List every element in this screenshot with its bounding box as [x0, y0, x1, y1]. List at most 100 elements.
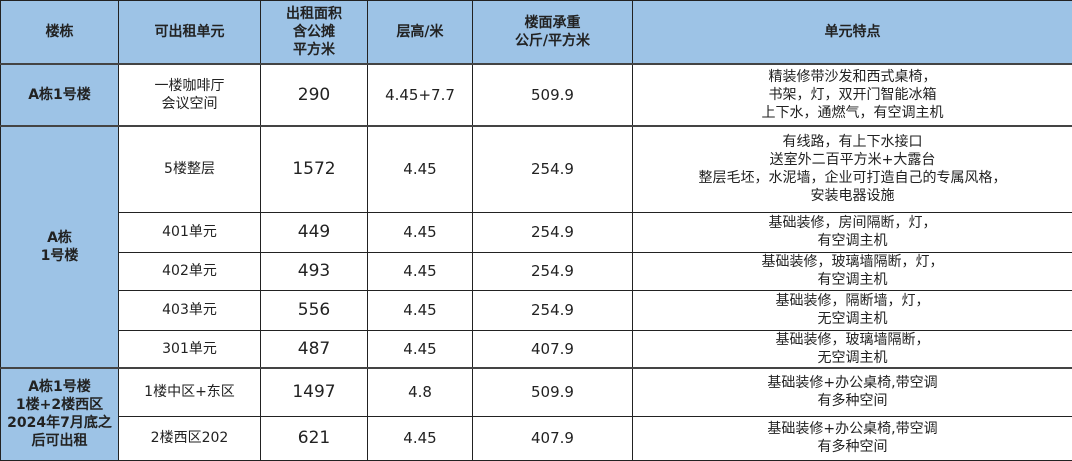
header-row: 楼栋可出租单元出租面积含公摊平方米层高/米楼面承重公斤/平方米单元特点 — [1, 1, 1072, 65]
header-features: 单元特点 — [633, 1, 1072, 65]
features-cell: 基础装修，房间隔断，灯，有空调主机 — [633, 212, 1072, 252]
text-line: 单元特点 — [637, 23, 1068, 41]
text-line: 基础装修+办公桌椅,带空调 — [637, 374, 1068, 392]
height-cell: 4.45 — [368, 212, 473, 252]
text-line: 无空调主机 — [637, 310, 1068, 328]
text-line: A栋1号楼 — [5, 86, 114, 104]
text-line: 5楼整层 — [123, 160, 256, 178]
header-load: 楼面承重公斤/平方米 — [473, 1, 633, 65]
text-line: 公斤/平方米 — [477, 32, 628, 50]
text-line: 基础装修，隔断墙，灯， — [637, 292, 1068, 310]
unit-cell: 一楼咖啡厅会议空间 — [119, 64, 261, 126]
text-line: 书架，灯，双开门智能冰箱 — [637, 86, 1068, 104]
text-line: 有空调主机 — [637, 232, 1068, 250]
text-line: 有空调主机 — [637, 271, 1068, 289]
text-line: 301单元 — [123, 340, 256, 358]
area-cell: 1497 — [261, 368, 368, 416]
load-cell: 509.9 — [473, 368, 633, 416]
text-line: 基础装修，玻璃墙隔断，灯， — [637, 253, 1068, 271]
load-cell: 254.9 — [473, 290, 633, 330]
features-cell: 基础装修+办公桌椅,带空调有多种空间 — [633, 368, 1072, 416]
text-line: 楼面承重 — [477, 14, 628, 32]
text-line: 可出租单元 — [123, 23, 256, 41]
text-line: 1号楼 — [5, 247, 114, 265]
text-line: 基础装修，玻璃墙隔断， — [637, 331, 1068, 349]
unit-cell: 401单元 — [119, 212, 261, 252]
height-cell: 4.45 — [368, 290, 473, 330]
height-cell: 4.45 — [368, 126, 473, 212]
load-cell: 254.9 — [473, 212, 633, 252]
features-cell: 基础装修+办公桌椅,带空调有多种空间 — [633, 416, 1072, 460]
unit-cell: 5楼整层 — [119, 126, 261, 212]
load-cell: 509.9 — [473, 64, 633, 126]
header-height: 层高/米 — [368, 1, 473, 65]
text-line: 1楼中区+东区 — [123, 383, 256, 401]
unit-cell: 1楼中区+东区 — [119, 368, 261, 416]
unit-cell: 403单元 — [119, 290, 261, 330]
unit-cell: 301单元 — [119, 330, 261, 368]
text-line: 无空调主机 — [637, 349, 1068, 367]
features-cell: 基础装修，隔断墙，灯，无空调主机 — [633, 290, 1072, 330]
unit-cell: 402单元 — [119, 252, 261, 290]
text-line: 含公摊 — [265, 23, 363, 41]
text-line: A栋1号楼 — [5, 378, 114, 396]
text-line: 2024年7月底之 — [5, 414, 114, 432]
text-line: 有多种空间 — [637, 438, 1068, 456]
height-cell: 4.45 — [368, 330, 473, 368]
features-cell: 基础装修，玻璃墙隔断，无空调主机 — [633, 330, 1072, 368]
height-cell: 4.45 — [368, 252, 473, 290]
header-unit: 可出租单元 — [119, 1, 261, 65]
text-line: 有线路，有上下水接口 — [637, 133, 1068, 151]
text-line: 送室外二百平方米+大露台 — [637, 151, 1068, 169]
text-line: 403单元 — [123, 301, 256, 319]
area-cell: 1572 — [261, 126, 368, 212]
text-line: 层高/米 — [372, 23, 468, 41]
text-line: 基础装修，房间隔断，灯， — [637, 214, 1068, 232]
text-line: 精装修带沙发和西式桌椅， — [637, 68, 1068, 86]
unit-cell: 2楼西区202 — [119, 416, 261, 460]
text-line: 出租面积 — [265, 5, 363, 23]
text-line: A栋 — [5, 229, 114, 247]
text-line: 楼栋 — [5, 23, 114, 41]
text-line: 401单元 — [123, 223, 256, 241]
features-cell: 基础装修，玻璃墙隔断，灯，有空调主机 — [633, 252, 1072, 290]
load-cell: 407.9 — [473, 330, 633, 368]
text-line: 402单元 — [123, 262, 256, 280]
area-cell: 621 — [261, 416, 368, 460]
height-cell: 4.8 — [368, 368, 473, 416]
features-cell: 精装修带沙发和西式桌椅，书架，灯，双开门智能冰箱上下水，通燃气，有空调主机 — [633, 64, 1072, 126]
area-cell: 493 — [261, 252, 368, 290]
text-line: 会议空间 — [123, 95, 256, 113]
height-cell: 4.45 — [368, 416, 473, 460]
text-line: 整层毛坯，水泥墙，企业可打造自己的专属风格， — [637, 169, 1068, 187]
building-cell: A栋1号楼 — [1, 64, 119, 126]
load-cell: 254.9 — [473, 126, 633, 212]
header-area: 出租面积含公摊平方米 — [261, 1, 368, 65]
text-line: 一楼咖啡厅 — [123, 77, 256, 95]
text-line: 基础装修+办公桌椅,带空调 — [637, 420, 1068, 438]
header-building: 楼栋 — [1, 1, 119, 65]
area-cell: 487 — [261, 330, 368, 368]
text-line: 平方米 — [265, 41, 363, 59]
area-cell: 556 — [261, 290, 368, 330]
text-line: 1楼+2楼西区 — [5, 396, 114, 414]
height-cell: 4.45+7.7 — [368, 64, 473, 126]
area-cell: 449 — [261, 212, 368, 252]
load-cell: 407.9 — [473, 416, 633, 460]
features-cell: 有线路，有上下水接口送室外二百平方米+大露台整层毛坯，水泥墙，企业可打造自己的专… — [633, 126, 1072, 212]
text-line: 上下水，通燃气，有空调主机 — [637, 104, 1068, 122]
text-line: 安装电器设施 — [637, 187, 1068, 205]
text-line: 2楼西区202 — [123, 429, 256, 447]
text-line: 后可出租 — [5, 432, 114, 450]
